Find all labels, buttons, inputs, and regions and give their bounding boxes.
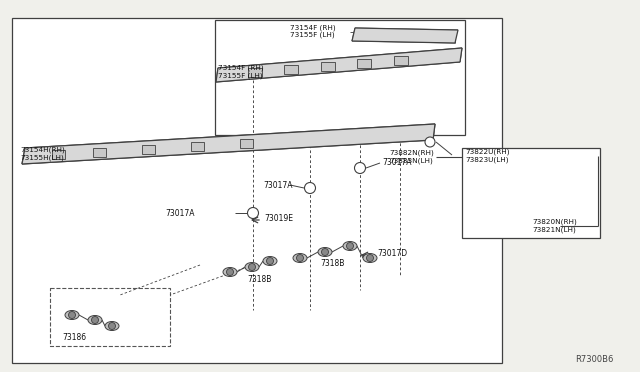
Ellipse shape bbox=[343, 241, 357, 250]
Bar bbox=[357, 59, 371, 68]
Bar bbox=[321, 62, 335, 71]
Text: 7318B: 7318B bbox=[247, 275, 271, 283]
Text: 73882N(RH): 73882N(RH) bbox=[389, 150, 434, 156]
Bar bbox=[50, 288, 170, 346]
Circle shape bbox=[68, 311, 76, 318]
Text: 73821N(LH): 73821N(LH) bbox=[532, 227, 576, 233]
Polygon shape bbox=[216, 48, 462, 82]
Text: 73155F (LH): 73155F (LH) bbox=[218, 73, 262, 79]
Bar bbox=[215, 20, 465, 135]
Circle shape bbox=[248, 208, 259, 218]
Text: 73822U(RH): 73822U(RH) bbox=[465, 149, 509, 155]
Bar bbox=[12, 18, 502, 363]
Bar bbox=[462, 148, 600, 238]
Ellipse shape bbox=[88, 315, 102, 324]
Bar bbox=[191, 142, 204, 151]
Text: 73017A: 73017A bbox=[263, 180, 292, 189]
Circle shape bbox=[92, 317, 99, 324]
Bar bbox=[248, 68, 262, 77]
Ellipse shape bbox=[65, 311, 79, 320]
Ellipse shape bbox=[263, 257, 277, 266]
Circle shape bbox=[227, 269, 234, 276]
Circle shape bbox=[346, 243, 353, 250]
Text: R7300B6: R7300B6 bbox=[575, 356, 613, 365]
Polygon shape bbox=[22, 124, 435, 164]
Ellipse shape bbox=[245, 263, 259, 272]
Bar bbox=[93, 148, 106, 157]
Ellipse shape bbox=[105, 321, 119, 330]
Ellipse shape bbox=[293, 253, 307, 263]
Circle shape bbox=[296, 254, 303, 262]
Circle shape bbox=[305, 183, 316, 193]
Bar bbox=[284, 65, 298, 74]
Ellipse shape bbox=[318, 247, 332, 257]
Text: 73186: 73186 bbox=[62, 334, 86, 343]
Text: 73017A: 73017A bbox=[382, 157, 412, 167]
Text: 73017A: 73017A bbox=[166, 208, 195, 218]
Circle shape bbox=[367, 254, 374, 262]
Text: 73017D: 73017D bbox=[377, 248, 407, 257]
Circle shape bbox=[109, 323, 115, 330]
Ellipse shape bbox=[363, 253, 377, 263]
Circle shape bbox=[248, 263, 255, 270]
Circle shape bbox=[355, 163, 365, 173]
Bar bbox=[52, 150, 65, 159]
Circle shape bbox=[266, 257, 273, 264]
Text: 73154F (RH): 73154F (RH) bbox=[218, 65, 264, 71]
Polygon shape bbox=[352, 28, 458, 43]
Text: 73823U(LH): 73823U(LH) bbox=[465, 157, 509, 163]
Bar bbox=[241, 139, 253, 148]
Bar bbox=[142, 145, 155, 154]
Text: 73883N(LH): 73883N(LH) bbox=[389, 158, 433, 164]
Text: 73155F (LH): 73155F (LH) bbox=[290, 32, 335, 38]
Text: 73820N(RH): 73820N(RH) bbox=[532, 219, 577, 225]
Text: 73154H(RH): 73154H(RH) bbox=[20, 147, 65, 153]
Text: 73155H(LH): 73155H(LH) bbox=[20, 155, 64, 161]
Ellipse shape bbox=[223, 267, 237, 276]
Text: 73154F (RH): 73154F (RH) bbox=[290, 25, 335, 31]
Circle shape bbox=[321, 248, 328, 256]
Text: 73019E: 73019E bbox=[264, 214, 293, 222]
Text: 7318B: 7318B bbox=[320, 260, 344, 269]
Bar bbox=[394, 56, 408, 65]
Circle shape bbox=[425, 137, 435, 147]
